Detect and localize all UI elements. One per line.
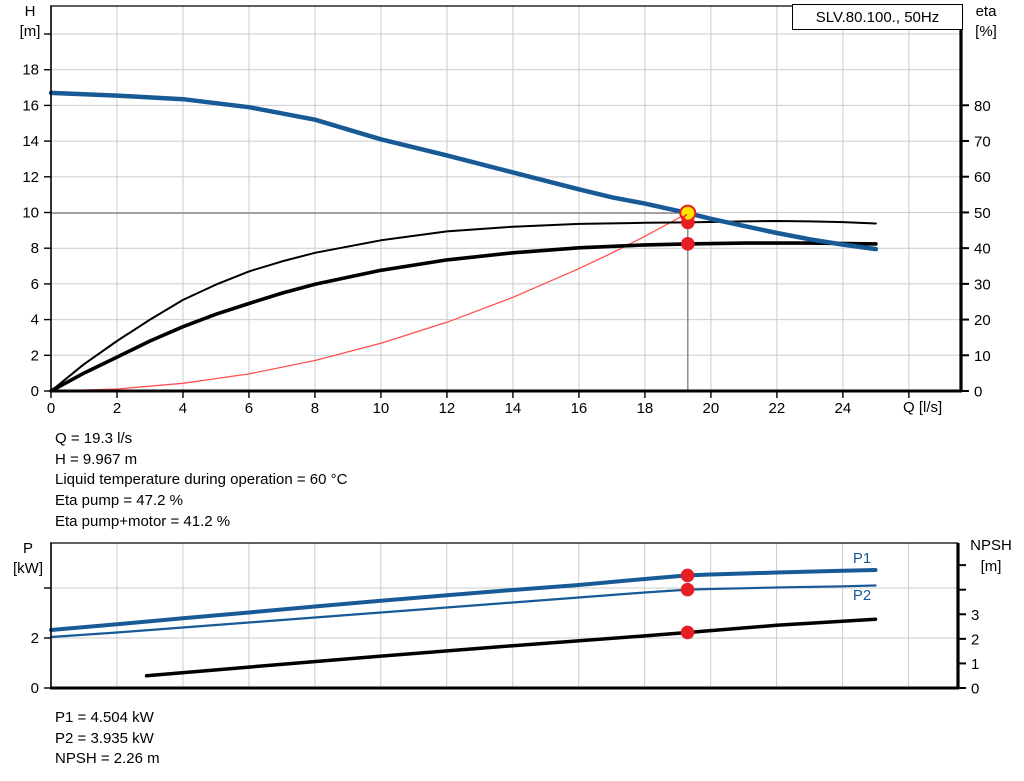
x-tick-label: 10 xyxy=(373,400,390,417)
x-tick-label: 4 xyxy=(179,400,187,417)
h-axis-unit: [m] xyxy=(19,23,41,40)
y-right-tick-label: 70 xyxy=(974,134,991,151)
q-axis-label: Q [l/s] xyxy=(903,399,943,416)
y-left-tick-label: 2 xyxy=(31,630,39,647)
info-line-p1: P1 = 4.504 kW xyxy=(55,709,154,726)
x-tick-label: 20 xyxy=(703,400,720,417)
pump-type-box: SLV.80.100., 50Hz xyxy=(792,4,963,30)
y-right-tick-label: 80 xyxy=(974,98,991,115)
y-right-tick-label: 0 xyxy=(974,384,982,401)
y-left-tick-label: 4 xyxy=(31,312,39,329)
npsh-axis-unit: [m] xyxy=(980,558,1002,575)
y-right-tick-label: 40 xyxy=(974,241,991,258)
y-right-tick-label: 50 xyxy=(974,205,991,222)
npsh-curve xyxy=(144,617,878,678)
x-tick-label: 16 xyxy=(571,400,588,417)
x-tick-label: 18 xyxy=(637,400,654,417)
pump-type-label: SLV.80.100., 50Hz xyxy=(815,8,940,26)
y-left-tick-label: 16 xyxy=(22,97,39,114)
info-line-q: Q = 19.3 l/s xyxy=(55,430,133,447)
p2-curve xyxy=(49,584,877,639)
curve-point-marker xyxy=(680,582,695,597)
info-line-eta-total: Eta pump+motor = 41.2 % xyxy=(55,512,231,530)
x-tick-label: 14 xyxy=(505,400,522,417)
eta-axis-unit: [%] xyxy=(975,23,997,40)
p1-curve-label: P1 xyxy=(852,550,872,567)
y-right-tick-label: 30 xyxy=(974,276,991,293)
info-line-npsh: NPSH = 2.26 m xyxy=(55,750,160,768)
head-curve xyxy=(48,90,879,252)
y-left-tick-label: 10 xyxy=(22,205,39,222)
y-right-tick-label: 10 xyxy=(974,348,991,365)
x-tick-label: 8 xyxy=(311,400,319,417)
y-left-tick-label: 2 xyxy=(31,347,39,364)
curve-point-marker xyxy=(680,625,695,640)
eta-pump-motor-curve xyxy=(49,241,878,393)
p-axis-label: P xyxy=(22,540,33,557)
x-tick-label: 0 xyxy=(47,400,55,417)
curve-point-marker xyxy=(680,568,695,583)
info-line-p2: P2 = 3.935 kW xyxy=(55,729,154,747)
y-right-tick-label: 3 xyxy=(971,607,979,624)
operating-point-info: Q = 19.3 l/s H = 9.967 m Liquid temperat… xyxy=(55,429,347,533)
p1-curve xyxy=(49,568,878,632)
y-left-tick-label: 0 xyxy=(31,383,39,400)
x-tick-label: 12 xyxy=(439,400,456,417)
h-axis-label: H xyxy=(24,3,36,20)
x-tick-label: 2 xyxy=(113,400,121,417)
power-npsh-info: P1 = 4.504 kW P2 = 3.935 kW NPSH = 2.26 … xyxy=(55,708,160,770)
info-line-eta-pump: Eta pump = 47.2 % xyxy=(55,492,183,510)
info-line-h: H = 9.967 m xyxy=(55,450,138,468)
x-tick-label: 22 xyxy=(769,400,786,417)
y-left-tick-label: 0 xyxy=(31,680,39,697)
system-curve-curve xyxy=(50,212,689,392)
p-axis-unit: [kW] xyxy=(13,560,43,577)
p2-curve-label: P2 xyxy=(852,587,872,604)
x-tick-label: 6 xyxy=(245,400,253,417)
eta-pump-curve xyxy=(50,220,877,392)
y-left-tick-label: 14 xyxy=(22,133,39,150)
curve-point-marker xyxy=(681,237,695,251)
x-tick-label: 24 xyxy=(835,400,852,417)
y-right-tick-label: 1 xyxy=(971,656,979,673)
npsh-axis-label: NPSH xyxy=(970,537,1012,554)
info-line-temp: Liquid temperature during operation = 60… xyxy=(55,471,348,489)
y-left-tick-label: 8 xyxy=(31,240,39,257)
eta-axis-label: eta xyxy=(975,3,997,20)
y-left-tick-label: 12 xyxy=(22,169,39,186)
y-right-tick-label: 20 xyxy=(974,312,991,329)
y-left-tick-label: 18 xyxy=(22,62,39,79)
y-right-tick-label: 60 xyxy=(974,169,991,186)
y-left-tick-label: 6 xyxy=(31,276,39,293)
y-right-tick-label: 0 xyxy=(971,681,979,698)
y-right-tick-label: 2 xyxy=(971,631,979,648)
duty-point-arrow-head xyxy=(681,215,686,220)
